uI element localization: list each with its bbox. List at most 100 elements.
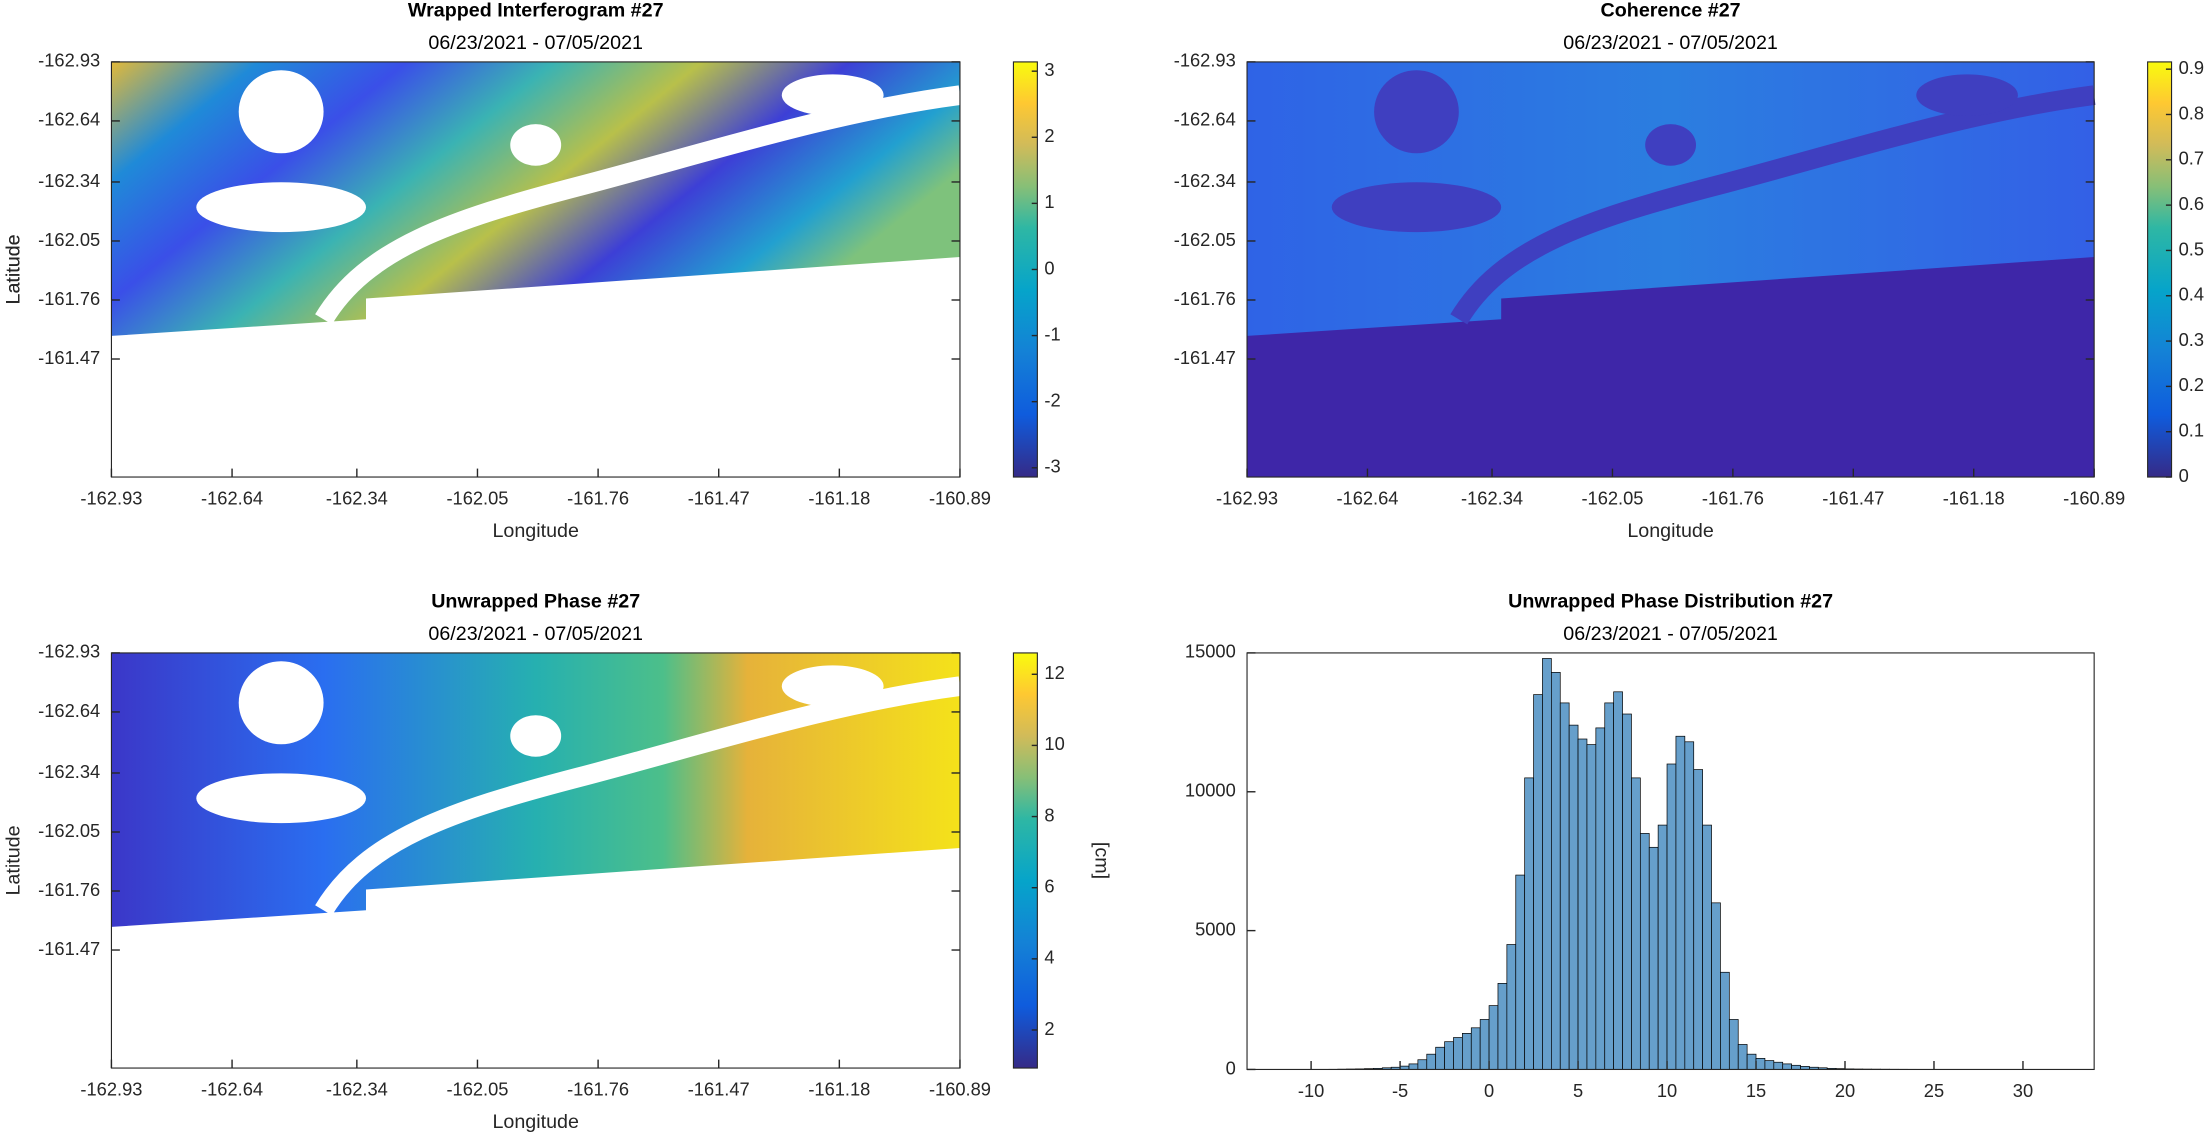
lake — [510, 715, 562, 757]
bar — [1497, 983, 1508, 1070]
bar — [1417, 1059, 1428, 1070]
bar — [1426, 1053, 1437, 1070]
y-tick-label: -162.64 — [38, 109, 100, 130]
bar — [1470, 1027, 1481, 1070]
bar — [1720, 971, 1730, 1070]
bar — [1542, 658, 1552, 1070]
x-tick-label: 30 — [2013, 1080, 2033, 1101]
bar — [1675, 735, 1686, 1070]
x-tick-label: -161.47 — [1822, 487, 1884, 508]
bar — [1515, 874, 1526, 1070]
y-tick-label: -162.93 — [1174, 50, 1236, 71]
y-axis-label: Latitude — [3, 825, 25, 895]
bar — [1444, 1041, 1454, 1070]
x-tick-label: -161.18 — [1943, 487, 2005, 508]
x-tick-label: -161.18 — [808, 487, 870, 508]
x-tick-label: -162.64 — [201, 1078, 263, 1099]
y-tick-label: -162.93 — [38, 50, 100, 71]
bar — [1764, 1060, 1775, 1070]
x-tick-label: -10 — [1298, 1080, 1324, 1101]
x-tick-label: -162.05 — [1581, 487, 1643, 508]
bar — [1702, 824, 1712, 1070]
y-tick-label: 10000 — [1185, 780, 1236, 801]
lake — [1331, 182, 1502, 233]
colorbar-tick-label: 0.9 — [2179, 57, 2204, 78]
lake — [510, 124, 562, 166]
bar — [1577, 738, 1588, 1070]
bar — [1755, 1057, 1766, 1070]
x-tick-label: -5 — [1392, 1080, 1408, 1101]
y-tick-label: -162.34 — [1174, 170, 1236, 191]
lake — [781, 665, 884, 707]
x-tick-label: -162.64 — [201, 487, 263, 508]
y-tick-label: -162.93 — [38, 641, 100, 662]
x-axis-label: Longitude — [1627, 520, 1714, 542]
bar — [1604, 702, 1614, 1070]
x-tick-label: -160.89 — [929, 487, 991, 508]
colorbar-tick-label: 0.7 — [2179, 148, 2204, 169]
bar — [1586, 744, 1597, 1070]
bar — [1488, 1005, 1499, 1070]
colorbar-tick-label: 2 — [1044, 125, 1054, 146]
bar — [1479, 1019, 1490, 1070]
bar — [1728, 1019, 1739, 1070]
x-tick-label: -160.89 — [929, 1078, 991, 1099]
y-axis-label: Latitude — [3, 234, 25, 304]
x-tick-label: -161.76 — [567, 1078, 629, 1099]
chart-title: Coherence #27 — [1601, 0, 1741, 21]
bar — [1782, 1063, 1792, 1070]
colorbar-tick-label: -2 — [1044, 390, 1060, 411]
lake — [1374, 70, 1459, 154]
y-tick-label: 0 — [1226, 1057, 1236, 1078]
colorbar-tick-label: 8 — [1044, 804, 1054, 825]
y-tick-label: -162.34 — [38, 170, 100, 191]
bar — [1631, 777, 1641, 1070]
axes-box — [110, 61, 961, 478]
colorbar-tick-label: 2 — [1044, 1018, 1054, 1039]
x-tick-label: 0 — [1484, 1080, 1494, 1101]
x-tick-label: 20 — [1835, 1080, 1855, 1101]
colorbar-tick-label: 0.2 — [2179, 374, 2204, 395]
x-tick-label: -162.34 — [1461, 487, 1523, 508]
y-axis-label: Latitude — [3, 234, 25, 304]
y-tick-label: -162.05 — [1174, 229, 1236, 250]
colorbar-tick-label: 12 — [1044, 662, 1064, 683]
bar — [1613, 691, 1623, 1070]
x-tick-label: 15 — [1746, 1080, 1766, 1101]
colorbar-tick-label: -3 — [1044, 456, 1060, 477]
bar — [1657, 824, 1668, 1070]
colorbar-tick-label: 0 — [2179, 465, 2189, 486]
chart-subtitle: 06/23/2021 - 07/05/2021 — [1563, 623, 1778, 645]
axes-box — [1246, 61, 2095, 478]
bar — [1595, 727, 1606, 1070]
bar — [1693, 769, 1703, 1070]
bar — [1622, 713, 1632, 1070]
x-tick-label: -162.34 — [326, 487, 388, 508]
y-tick-label: -161.76 — [38, 288, 100, 309]
bar — [1666, 763, 1677, 1070]
chart-subtitle: 06/23/2021 - 07/05/2021 — [1563, 32, 1778, 54]
bar — [1559, 702, 1570, 1070]
river — [315, 676, 962, 916]
colorbar-tick-label: 0.3 — [2179, 329, 2204, 350]
bar — [1435, 1046, 1445, 1070]
colorbar-tick-label: 0 — [1044, 257, 1054, 278]
bar — [1737, 1044, 1748, 1070]
bar — [1524, 777, 1534, 1070]
bar — [1551, 672, 1561, 1070]
x-tick-label: -161.47 — [688, 1078, 750, 1099]
bar — [1746, 1053, 1757, 1070]
colorbar-tick-label: 0.4 — [2179, 284, 2204, 305]
y-tick-label: -162.05 — [38, 229, 100, 250]
x-tick-label: -162.93 — [80, 1078, 142, 1099]
x-tick-label: -162.93 — [1216, 487, 1278, 508]
bar — [1684, 741, 1695, 1070]
x-tick-label: -162.05 — [446, 487, 508, 508]
axes-box — [1246, 652, 2095, 1071]
lake — [196, 182, 366, 233]
y-tick-label: -162.05 — [38, 820, 100, 841]
bar — [1791, 1064, 1801, 1070]
x-tick-label: -161.76 — [1702, 487, 1764, 508]
x-tick-label: -160.89 — [2063, 487, 2125, 508]
